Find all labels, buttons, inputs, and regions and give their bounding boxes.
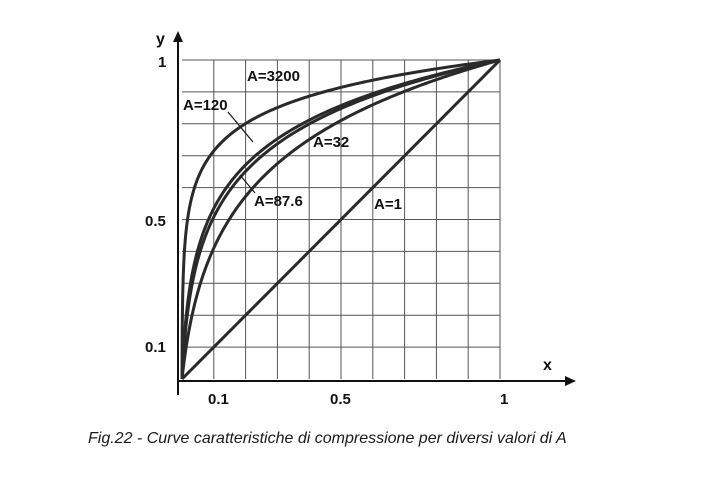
x-tick-label: 0.5 bbox=[330, 391, 351, 408]
y-axis-label: y bbox=[156, 31, 165, 48]
pointer-line-a87-6 bbox=[239, 174, 256, 194]
pointer-line-a120 bbox=[227, 111, 254, 143]
curve-label-a1: A=1 bbox=[374, 196, 402, 213]
curve-a-120 bbox=[180, 58, 501, 381]
x-tick-label: 0.1 bbox=[208, 391, 229, 408]
curves-group bbox=[180, 58, 502, 381]
y-tick-label: 0.5 bbox=[145, 213, 166, 230]
curve-label-a3200: A=3200 bbox=[247, 68, 300, 85]
figure-caption: Fig.22 - Curve caratteristiche di compre… bbox=[88, 430, 567, 447]
curve-label-a32: A=32 bbox=[313, 134, 349, 151]
x-axis-label: x bbox=[543, 357, 552, 374]
y-axis-arrow-icon bbox=[173, 31, 183, 42]
curve-a-3200 bbox=[180, 58, 501, 380]
y-tick-label: 0.1 bbox=[145, 339, 166, 356]
x-tick-label: 1 bbox=[500, 391, 508, 408]
labels-group: x y 0.1 0.5 1 0.1 0.5 1 A=3200 A=120 A=3… bbox=[145, 31, 552, 408]
curve-a-32 bbox=[180, 58, 501, 381]
chart-grid bbox=[182, 59, 501, 379]
curve-a-1 bbox=[180, 58, 502, 381]
chart-axes bbox=[173, 31, 576, 395]
curve-label-a87-6: A=87.6 bbox=[254, 193, 303, 210]
curve-label-a120: A=120 bbox=[183, 97, 228, 114]
x-axis-arrow-icon bbox=[565, 376, 576, 386]
y-tick-label: 1 bbox=[158, 54, 166, 71]
